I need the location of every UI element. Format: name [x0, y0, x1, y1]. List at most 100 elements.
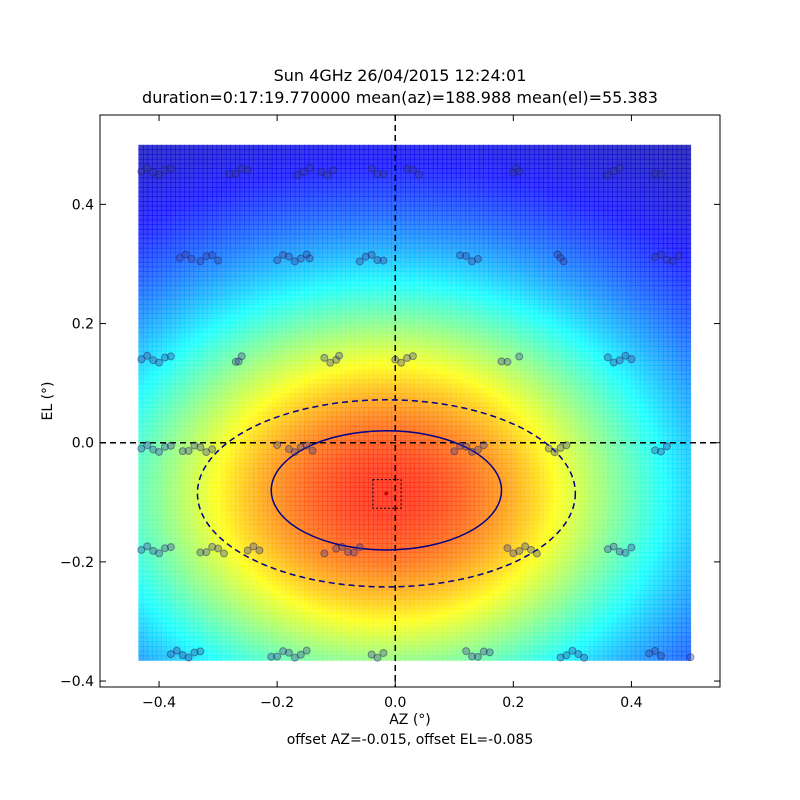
heatmap-cell	[593, 318, 600, 324]
heatmap-cell	[681, 327, 687, 333]
heatmap-cell	[575, 257, 581, 263]
heatmap-cell	[534, 196, 540, 202]
heatmap-cell	[267, 336, 273, 343]
heatmap-cell	[616, 327, 623, 333]
heatmap-cell	[570, 224, 577, 230]
heatmap-cell	[271, 233, 277, 240]
heatmap-cell	[216, 224, 222, 230]
heatmap-cell	[428, 229, 434, 235]
heatmap-cell	[501, 219, 508, 226]
heatmap-cell	[561, 229, 567, 235]
heatmap-cell	[681, 322, 687, 329]
heatmap-cell	[681, 247, 687, 254]
heatmap-cell	[262, 154, 268, 160]
heatmap-cell	[345, 275, 351, 282]
heatmap-cell	[584, 313, 590, 319]
heatmap-cell	[488, 304, 494, 310]
heatmap-cell	[515, 275, 521, 282]
heatmap-cell	[580, 313, 586, 319]
heatmap-cell	[524, 299, 531, 305]
heatmap-cell	[524, 172, 531, 179]
heatmap-cell	[455, 191, 462, 197]
heatmap-cell	[225, 336, 231, 343]
heatmap-cell	[561, 266, 567, 272]
heatmap-cell	[202, 201, 208, 207]
heatmap-cell	[170, 219, 176, 226]
heatmap-cell	[331, 271, 337, 277]
heatmap-cell	[442, 257, 448, 263]
heatmap-cell	[465, 238, 471, 244]
heatmap-cell	[276, 144, 282, 151]
heatmap-cell	[156, 205, 162, 211]
heatmap-cell	[442, 252, 448, 258]
heatmap-cell	[474, 149, 480, 155]
heatmap-cell	[308, 154, 314, 160]
heatmap-cell	[354, 158, 360, 165]
heatmap-cell	[474, 313, 480, 319]
heatmap-cell	[598, 219, 604, 226]
heatmap-cell	[570, 186, 577, 193]
heatmap-cell	[478, 149, 485, 155]
heatmap-cell	[248, 294, 254, 301]
heatmap-cell	[267, 318, 273, 324]
heatmap-cell	[359, 233, 365, 240]
chart-title: Sun 4GHz 26/04/2015 12:24:01	[273, 66, 527, 85]
heatmap-cell	[667, 257, 673, 263]
heatmap-cell	[290, 280, 296, 286]
heatmap-cell	[455, 233, 462, 240]
heatmap-cell	[147, 304, 153, 310]
heatmap-cell	[152, 163, 158, 169]
heatmap-cell	[543, 149, 549, 155]
heatmap-cell	[317, 149, 324, 155]
heatmap-cell	[216, 191, 222, 197]
heatmap-cell	[244, 182, 250, 188]
heatmap-cell	[184, 238, 190, 244]
heatmap-cell	[248, 247, 254, 254]
heatmap-cell	[423, 191, 429, 197]
heatmap-cell	[267, 219, 273, 226]
heatmap-cell	[442, 177, 448, 183]
heatmap-cell	[198, 285, 204, 291]
heatmap-cell	[511, 275, 517, 282]
heatmap-cell	[327, 271, 333, 277]
heatmap-cell	[354, 294, 360, 301]
heatmap-cell	[557, 327, 563, 333]
heatmap-cell	[409, 219, 416, 226]
heatmap-cell	[327, 224, 333, 230]
heatmap-cell	[483, 205, 489, 211]
heatmap-cell	[386, 177, 393, 183]
heatmap-cell	[281, 271, 287, 277]
heatmap-cell	[534, 290, 540, 296]
heatmap-cell	[612, 144, 618, 151]
heatmap-cell	[253, 313, 259, 319]
heatmap-cell	[469, 186, 475, 193]
heatmap-cell	[230, 215, 236, 221]
heatmap-cell	[649, 196, 655, 202]
heatmap-cell	[570, 271, 577, 277]
heatmap-cell	[336, 215, 342, 221]
heatmap-cell	[248, 215, 254, 221]
heatmap-cell	[239, 154, 245, 160]
heatmap-cell	[639, 271, 646, 277]
heatmap-cell	[649, 168, 655, 174]
heatmap-cell	[156, 290, 162, 296]
heatmap-cell	[294, 215, 301, 221]
heatmap-cell	[147, 158, 153, 165]
heatmap-cell	[225, 177, 231, 183]
heatmap-cell	[667, 252, 673, 258]
heatmap-cell	[437, 257, 443, 263]
heatmap-cell	[557, 196, 563, 202]
heatmap-cell	[428, 266, 434, 272]
heatmap-cell	[488, 210, 494, 216]
heatmap-cell	[409, 191, 416, 197]
heatmap-cell	[202, 182, 208, 188]
heatmap-cell	[179, 243, 185, 249]
heatmap-cell	[368, 154, 374, 160]
heatmap-cell	[552, 322, 558, 329]
heatmap-cell	[483, 238, 489, 244]
heatmap-cell	[170, 182, 176, 188]
heatmap-cell	[276, 290, 282, 296]
heatmap-cell	[147, 336, 153, 343]
heatmap-cell	[538, 285, 544, 291]
heatmap-cell	[460, 224, 466, 230]
